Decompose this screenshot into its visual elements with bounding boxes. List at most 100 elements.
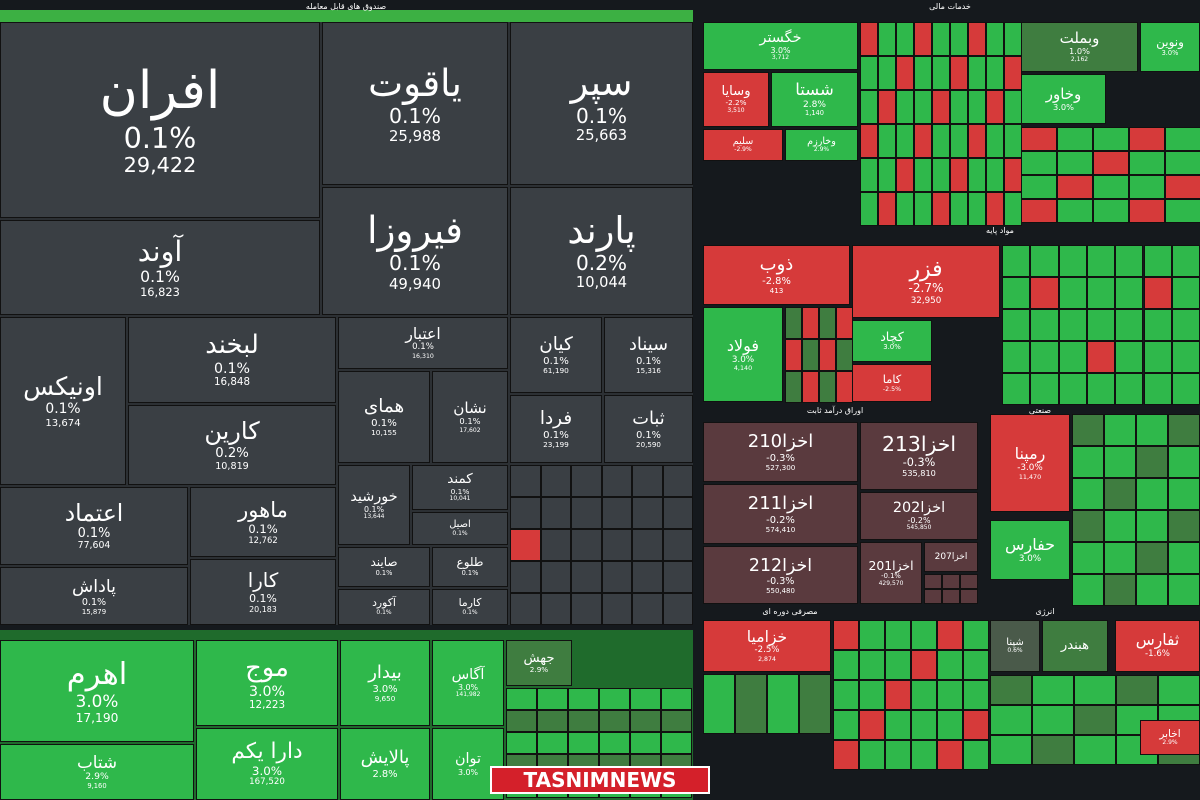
tile-filler: [1171, 373, 1200, 405]
tile-change: 0.1%: [371, 417, 397, 429]
tile-filler: [1143, 277, 1172, 309]
tile-value: 29,422: [123, 153, 197, 178]
tile-name: افران: [99, 60, 221, 121]
tile-filler: [1072, 542, 1104, 574]
tile-filler: [630, 710, 661, 732]
stock-tile: صایند 0.1%: [338, 547, 430, 587]
tile-filler: [836, 339, 853, 371]
tile-name: ثبات: [632, 408, 665, 430]
tile-name: پالایش: [360, 746, 410, 768]
tile-filler: [990, 735, 1032, 765]
tile-filler: [1086, 277, 1116, 309]
tile-change: 0.1%: [389, 251, 441, 276]
section-title: مصرفی دوره ای: [762, 607, 818, 616]
tile-filler: [833, 680, 859, 710]
tile-value: 16,848: [213, 376, 251, 389]
tile-name: ماهور: [238, 498, 288, 523]
tile-change: 0.1%: [77, 525, 111, 541]
tile-filler: [1004, 56, 1022, 90]
tile-name: طلوع: [456, 555, 484, 570]
tile-filler: [540, 497, 571, 529]
tile-filler: [630, 688, 661, 710]
tile-name: پارند: [567, 208, 636, 252]
tile-change: -2.5%: [882, 385, 902, 393]
tile-change: 0.1%: [389, 103, 441, 128]
tile-filler: [859, 710, 885, 740]
tile-filler: [937, 680, 963, 710]
tile-filler: [885, 650, 911, 680]
tile-filler: [896, 124, 914, 158]
tile-change: 2.9%: [85, 771, 109, 783]
tile-filler: [885, 620, 911, 650]
tile-filler: [1057, 175, 1093, 199]
tile-filler: [601, 561, 632, 593]
tile-change: 0.1%: [636, 355, 661, 367]
tile-change: 0.1%: [248, 521, 278, 536]
tile-name: خزامیا: [746, 627, 788, 646]
tile-filler: [1136, 542, 1168, 574]
tile-value: 77,604: [77, 540, 111, 552]
tile-filler: [1171, 277, 1200, 309]
stock-tile: رمپنا -3.0% 11,470: [990, 414, 1070, 512]
stock-tile: فولاد 3.0% 4,140: [703, 307, 783, 402]
tile-change: 0.1%: [140, 267, 180, 287]
tile-filler: [599, 732, 630, 754]
tile-name: آوند: [137, 234, 183, 268]
stock-tile: کمند 0.1% 10,041: [412, 465, 508, 510]
tile-value: 12,223: [248, 699, 286, 712]
tile-change: 3.0%: [75, 690, 119, 711]
tile-filler: [924, 589, 942, 604]
tile-filler: [896, 56, 914, 90]
tile-filler: [632, 465, 663, 497]
tile-filler: [942, 574, 960, 589]
stock-tile: خزامیا -2.5% 2,874: [703, 620, 831, 672]
stock-tile: جهش 2.9%: [506, 640, 572, 686]
stock-tile: کیان 0.1% 61,190: [510, 317, 602, 393]
tile-change: -0.1%: [881, 571, 901, 580]
tile-name: اخزا202: [892, 499, 946, 516]
tile-filler: [1086, 245, 1116, 277]
tile-name: اعتبار: [405, 324, 441, 343]
tile-filler: [510, 561, 541, 593]
tile-filler: [896, 158, 914, 192]
tile-value: 10,044: [575, 274, 628, 292]
stock-tile: کارما 0.1%: [432, 589, 508, 625]
tile-filler: [878, 56, 896, 90]
tile-change: 3.0%: [770, 46, 791, 56]
tile-filler: [599, 688, 630, 710]
stock-tile: آکورد 0.1%: [338, 589, 430, 625]
tile-change: -2.2%: [725, 98, 747, 108]
tile-name: وخارزم: [807, 136, 836, 148]
tile-change: 2.9%: [813, 146, 830, 154]
tile-change: 3.0%: [731, 354, 755, 365]
tile-filler: [1165, 127, 1200, 151]
tile-filler: [1104, 510, 1136, 542]
tile-filler: [1168, 478, 1200, 510]
tile-filler: [860, 158, 878, 192]
tile-filler: [878, 90, 896, 124]
tile-change: 3.0%: [883, 343, 901, 352]
tile-change: 0.6%: [1007, 647, 1023, 655]
tile-filler: [968, 56, 986, 90]
stock-tile: اعتماد 0.1% 77,604: [0, 487, 188, 565]
tile-filler: [1058, 245, 1087, 277]
tile-filler: [540, 561, 571, 593]
tile-name: رمپنا: [1014, 444, 1046, 464]
tile-name: وبملت: [1059, 29, 1100, 48]
stock-tile: اخزا213 -0.3% 535,810: [860, 422, 978, 490]
tile-filler: [963, 680, 989, 710]
section-title: صندوق های قابل معامله: [305, 2, 387, 11]
tile-filler: [986, 56, 1004, 90]
tile-value: 141,982: [455, 691, 481, 699]
tile-filler: [1032, 735, 1074, 765]
tile-name: فولاد: [726, 335, 760, 355]
tile-change: 3.0%: [372, 683, 398, 695]
tile-filler: [1058, 373, 1087, 405]
tile-filler: [1002, 245, 1031, 277]
tile-filler: [911, 620, 937, 650]
stock-tile: اصیل 0.1%: [412, 512, 508, 545]
tile-filler: [537, 688, 568, 710]
tile-filler: [661, 688, 692, 710]
tile-filler: [1115, 373, 1144, 405]
tile-filler: [1165, 175, 1200, 199]
